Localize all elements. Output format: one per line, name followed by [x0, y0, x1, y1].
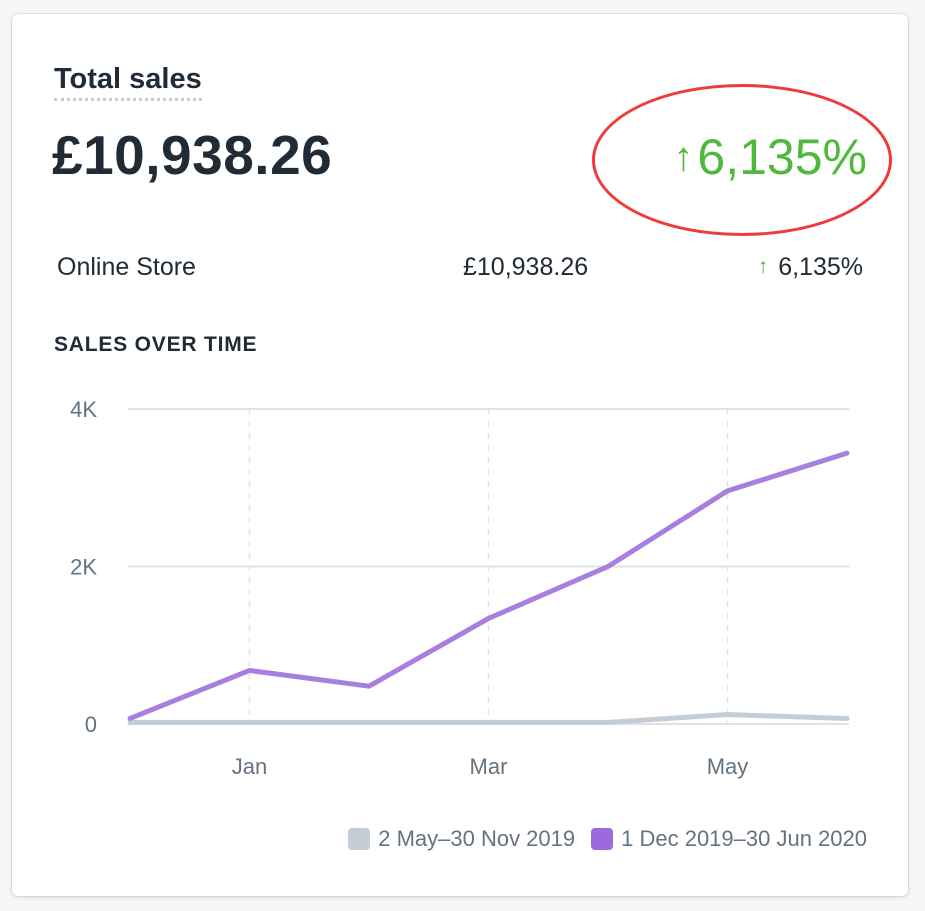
- chart-legend: 2 May–30 Nov 2019 1 Dec 2019–30 Jun 2020: [332, 826, 867, 852]
- legend-item-previous[interactable]: 2 May–30 Nov 2019: [348, 826, 575, 852]
- section-title: SALES OVER TIME: [54, 333, 258, 356]
- channel-change: ↑ 6,135%: [758, 250, 863, 284]
- legend-label: 1 Dec 2019–30 Jun 2020: [621, 826, 867, 851]
- legend-label: 2 May–30 Nov 2019: [378, 826, 576, 851]
- card-title[interactable]: Total sales: [54, 62, 202, 101]
- x-tick-label: May: [707, 754, 749, 779]
- series-line-1: [127, 450, 850, 721]
- breakdown-row: Online Store £10,938.26 ↑ 6,135%: [57, 250, 863, 284]
- total-sales-value: £10,938.26: [52, 124, 333, 186]
- y-axis-ticks: 0 2K 4K: [70, 397, 97, 737]
- channel-name: Online Store: [57, 253, 196, 281]
- y-tick-label: 0: [85, 712, 97, 737]
- legend-item-current[interactable]: 1 Dec 2019–30 Jun 2020: [591, 826, 867, 852]
- x-tick-label: Jan: [232, 754, 267, 779]
- channel-change-value: 6,135%: [778, 253, 863, 281]
- legend-swatch: [591, 828, 614, 850]
- x-axis-ticks: Jan Mar May: [232, 754, 749, 779]
- y-tick-label: 2K: [70, 555, 97, 580]
- chart-series: [127, 450, 850, 725]
- channel-amount: £10,938.26: [463, 253, 589, 281]
- series-line-0: [127, 712, 850, 725]
- up-arrow-icon: ↑: [757, 255, 769, 278]
- x-tick-label: Mar: [470, 754, 508, 779]
- highlight-ellipse: [592, 84, 892, 236]
- y-tick-label: 4K: [70, 397, 97, 422]
- legend-swatch: [348, 828, 371, 850]
